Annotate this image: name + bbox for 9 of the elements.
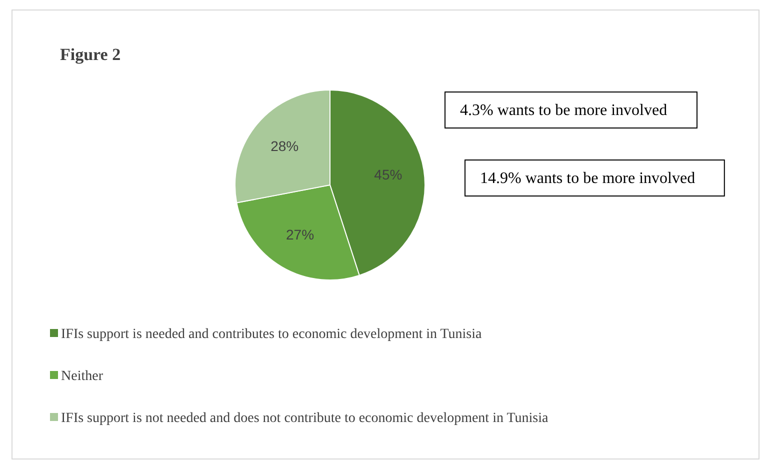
legend-label: Neither [61, 369, 104, 384]
text: 4.3% wants to be more involved [460, 102, 668, 119]
data-label: 45% [374, 166, 402, 182]
legend-label: IFIs support is not needed and does not contribute to economic development in Tunisia [61, 411, 549, 426]
legend-label: IFIs support is needed and contributes to economic development in Tunisia [61, 327, 483, 342]
text: 14.9% wants to be more involved [480, 170, 696, 187]
data-label: 27% [286, 226, 314, 242]
data-label: 28% [270, 138, 299, 154]
chart-title: Figure 2 [60, 45, 121, 64]
